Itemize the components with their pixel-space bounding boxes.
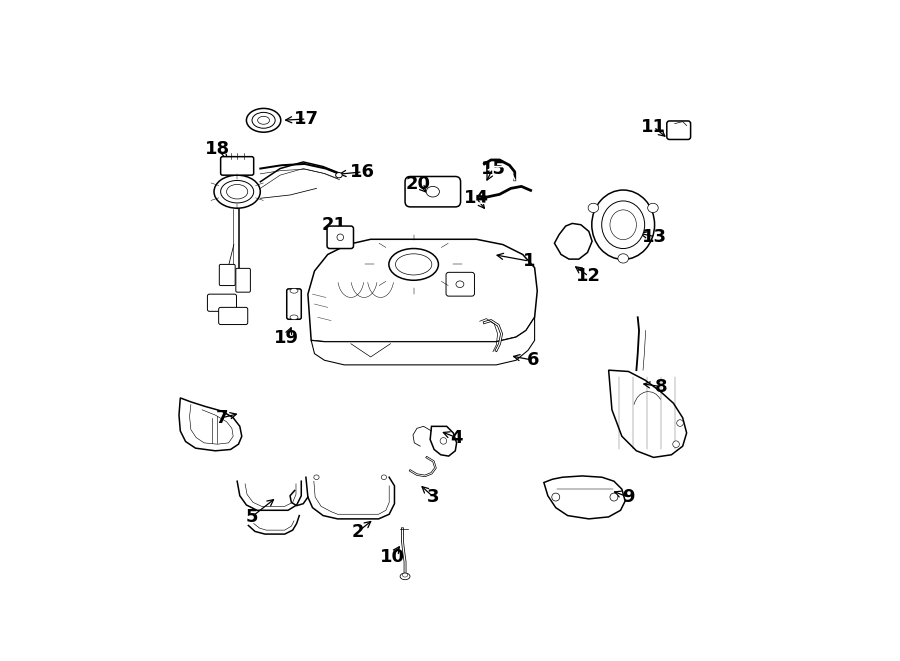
Ellipse shape	[252, 112, 275, 128]
Polygon shape	[311, 317, 535, 365]
Ellipse shape	[290, 288, 298, 293]
Text: 15: 15	[481, 159, 506, 178]
Ellipse shape	[314, 475, 319, 480]
Ellipse shape	[336, 173, 342, 178]
Text: 17: 17	[294, 110, 320, 128]
FancyBboxPatch shape	[667, 121, 690, 139]
Text: 13: 13	[643, 227, 668, 246]
FancyBboxPatch shape	[236, 268, 250, 292]
FancyBboxPatch shape	[405, 176, 461, 207]
Text: 14: 14	[464, 189, 489, 208]
Polygon shape	[608, 370, 687, 457]
Ellipse shape	[618, 254, 628, 263]
Ellipse shape	[602, 201, 644, 249]
Text: 12: 12	[576, 267, 601, 286]
Ellipse shape	[610, 493, 618, 501]
Text: 21: 21	[322, 215, 346, 234]
Ellipse shape	[227, 184, 248, 199]
Polygon shape	[544, 476, 626, 519]
Ellipse shape	[382, 475, 386, 480]
Ellipse shape	[389, 249, 438, 280]
Text: 19: 19	[274, 329, 299, 348]
Polygon shape	[554, 223, 592, 259]
FancyBboxPatch shape	[220, 157, 254, 175]
Ellipse shape	[220, 180, 254, 203]
Ellipse shape	[214, 175, 260, 208]
Text: 9: 9	[622, 488, 634, 506]
Text: 8: 8	[655, 377, 668, 396]
Text: 10: 10	[380, 547, 405, 566]
Text: 16: 16	[350, 163, 375, 181]
Ellipse shape	[257, 116, 269, 124]
Ellipse shape	[610, 210, 636, 239]
Ellipse shape	[456, 281, 464, 288]
FancyBboxPatch shape	[207, 294, 237, 311]
Polygon shape	[179, 398, 242, 451]
Ellipse shape	[648, 204, 658, 213]
FancyBboxPatch shape	[287, 289, 302, 319]
Text: 11: 11	[641, 118, 666, 136]
Ellipse shape	[440, 438, 446, 444]
Ellipse shape	[552, 493, 560, 501]
Text: 1: 1	[523, 252, 536, 270]
Ellipse shape	[290, 315, 298, 319]
FancyBboxPatch shape	[446, 272, 474, 296]
Text: 6: 6	[527, 351, 539, 369]
Polygon shape	[430, 426, 456, 456]
Ellipse shape	[337, 234, 344, 241]
FancyBboxPatch shape	[219, 307, 248, 325]
Ellipse shape	[673, 441, 680, 447]
Ellipse shape	[427, 186, 439, 197]
Polygon shape	[308, 239, 537, 342]
Ellipse shape	[400, 573, 410, 580]
Text: 2: 2	[351, 523, 364, 541]
Text: 7: 7	[216, 408, 229, 427]
FancyBboxPatch shape	[327, 226, 354, 249]
Ellipse shape	[247, 108, 281, 132]
Text: 4: 4	[450, 428, 463, 447]
Text: 18: 18	[205, 139, 230, 158]
Text: 3: 3	[428, 488, 440, 506]
Ellipse shape	[677, 420, 683, 426]
Text: 20: 20	[406, 175, 431, 193]
Ellipse shape	[588, 204, 598, 213]
Text: 5: 5	[246, 508, 258, 526]
Ellipse shape	[402, 573, 408, 577]
Ellipse shape	[395, 254, 432, 275]
FancyBboxPatch shape	[220, 264, 235, 286]
Ellipse shape	[592, 190, 654, 259]
